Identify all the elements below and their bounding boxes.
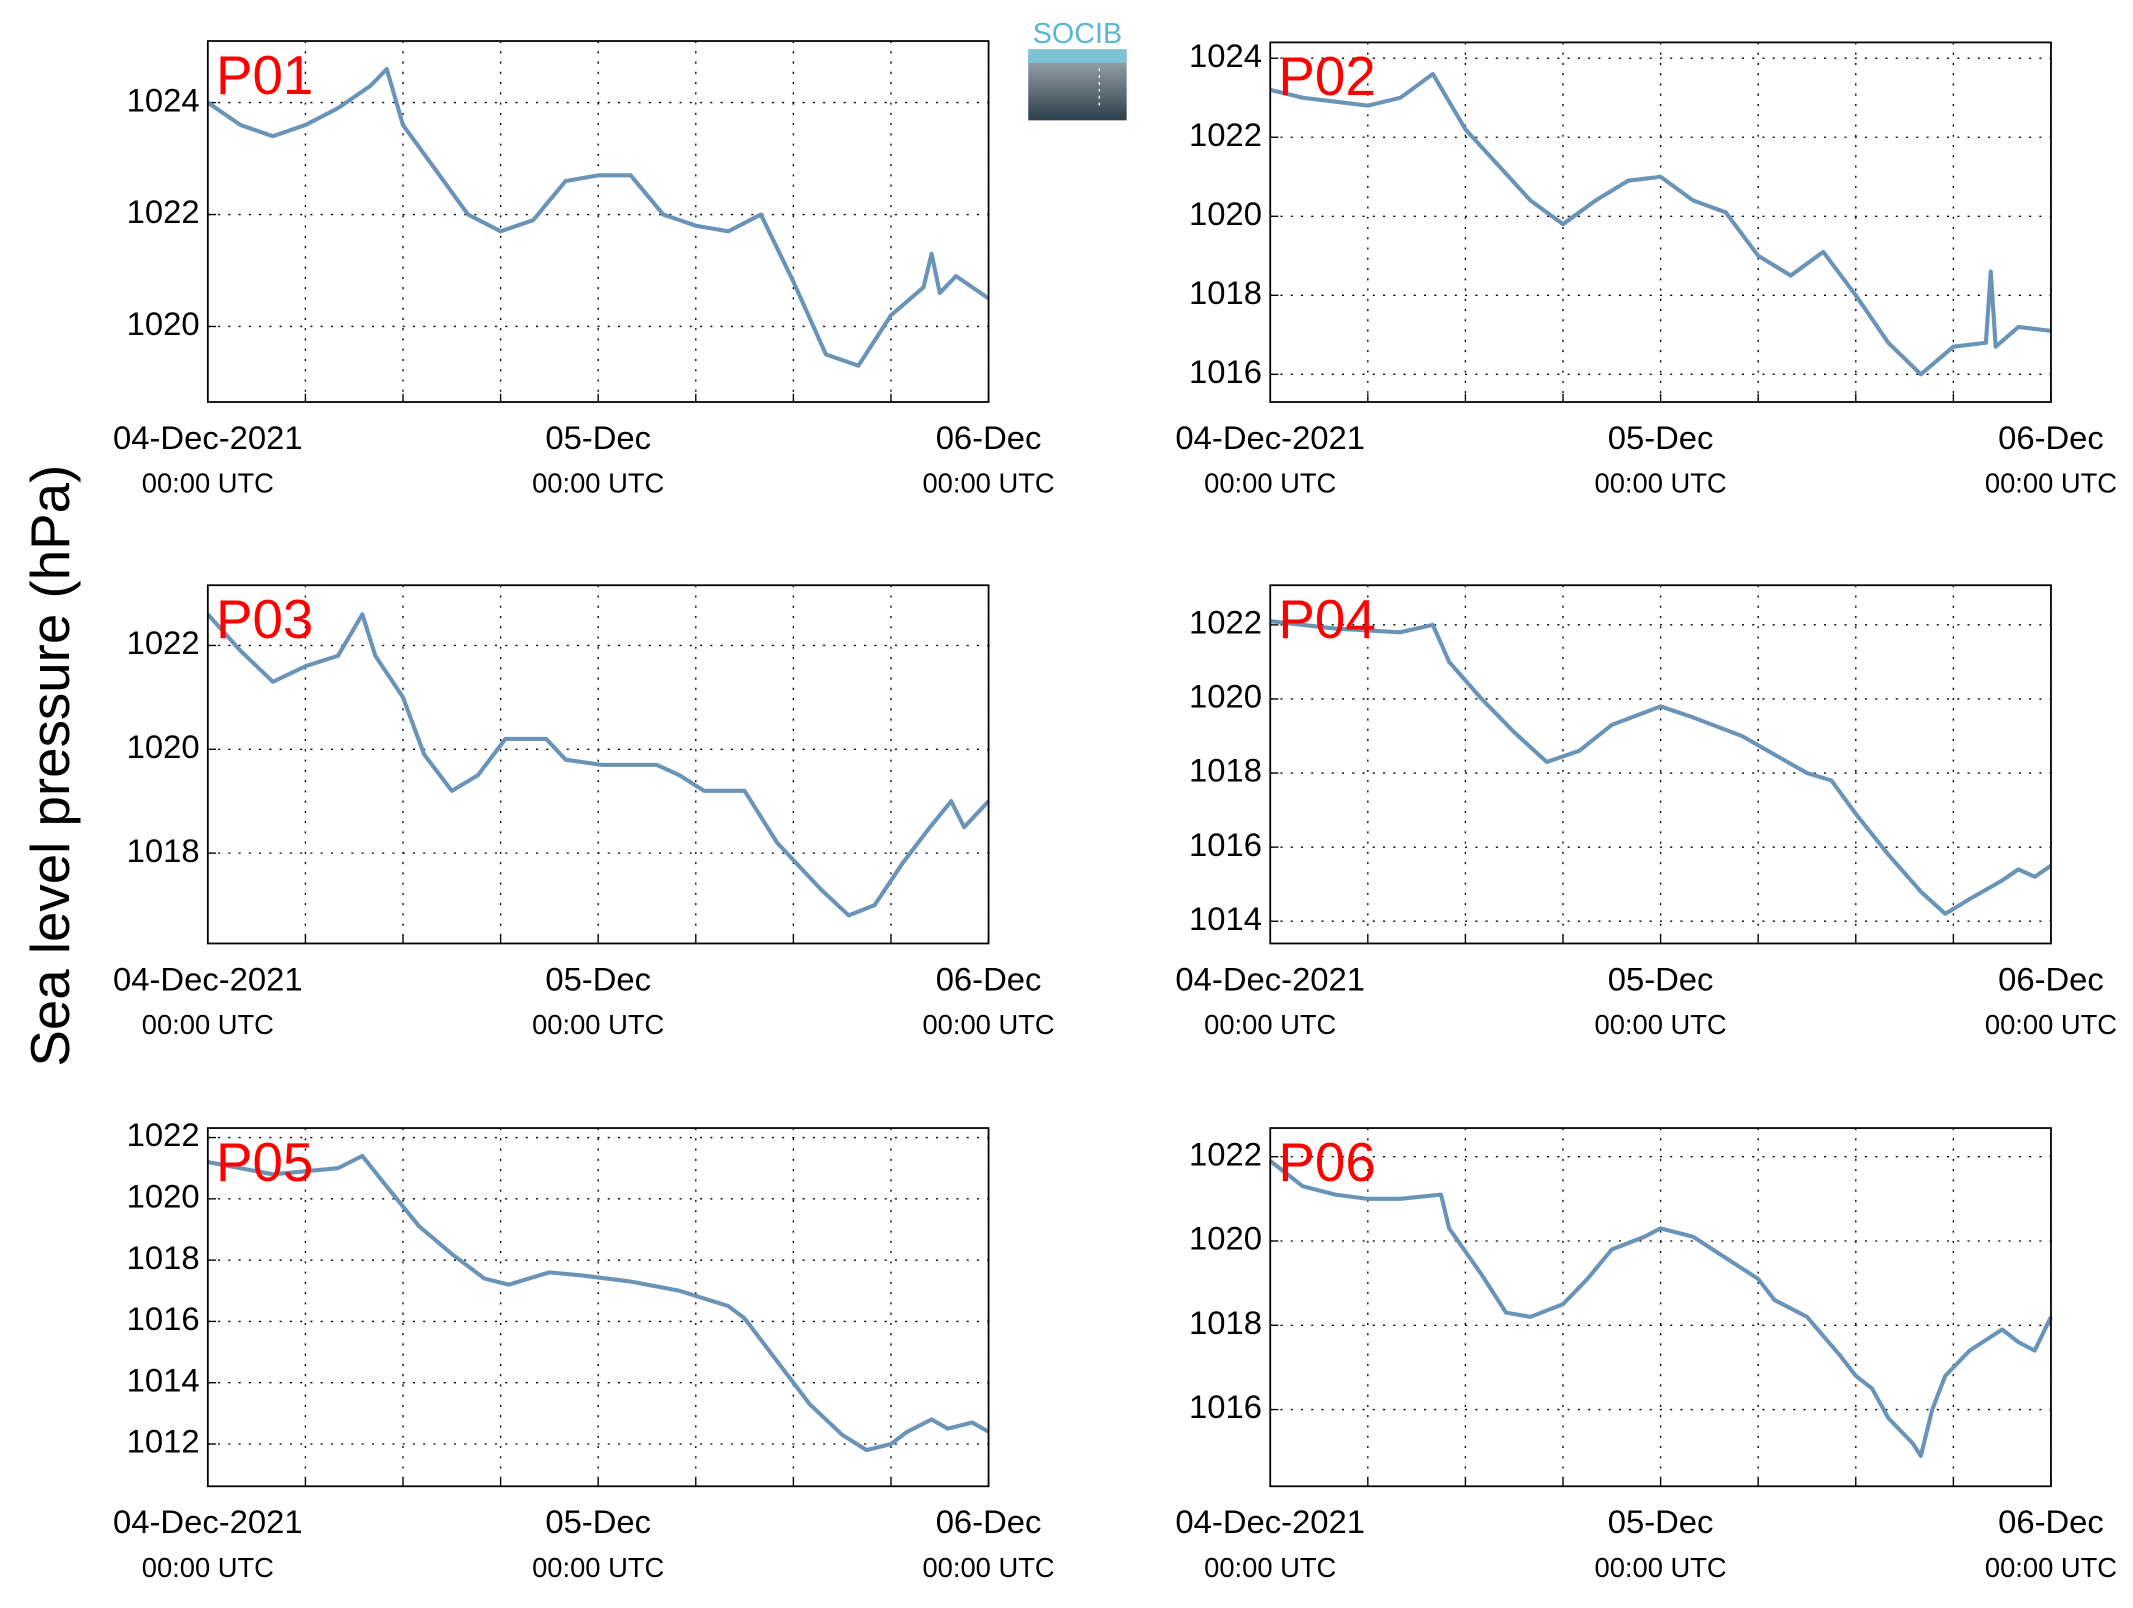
y-tick-label: 1020 bbox=[1189, 1220, 1262, 1257]
panel: 1018 1020 1022 04-Dec-2021 00:00 UTC 05-Dec 00… bbox=[113, 584, 1055, 1040]
y-tick-label: 1016 bbox=[127, 1300, 200, 1337]
x-tick-label: 05-Dec bbox=[545, 960, 651, 997]
x-tick-sublabel: 00:00 UTC bbox=[142, 468, 274, 499]
y-tick-label: 1022 bbox=[1189, 116, 1262, 153]
x-tick-sublabel: 00:00 UTC bbox=[532, 1009, 664, 1040]
x-tick-label: 05-Dec bbox=[1608, 1503, 1714, 1540]
plot-frame bbox=[1269, 41, 2052, 403]
pressure-line bbox=[1269, 71, 2052, 377]
x-tick-label: 06-Dec bbox=[1998, 419, 2104, 456]
y-tick-label: 1016 bbox=[1189, 1388, 1262, 1425]
plot-area bbox=[1270, 1128, 2051, 1487]
x-tick-label: 04-Dec-2021 bbox=[1175, 960, 1365, 997]
pressure-line bbox=[1269, 619, 2053, 916]
y-tick-label: 1020 bbox=[1189, 678, 1262, 715]
plot-frame bbox=[206, 1127, 990, 1488]
x-tick-sublabel: 00:00 UTC bbox=[532, 468, 664, 499]
x-tick-label: 06-Dec bbox=[1998, 1503, 2104, 1540]
x-tick-sublabel: 00:00 UTC bbox=[1595, 1552, 1727, 1583]
x-tick-sublabel: 00:00 UTC bbox=[1204, 468, 1336, 499]
x-tick-sublabel: 00:00 UTC bbox=[1204, 1009, 1336, 1040]
y-tick-label: 1014 bbox=[127, 1361, 200, 1398]
x-tick-sublabel: 00:00 UTC bbox=[922, 1009, 1054, 1040]
panel: 1020 1022 1024 04-Dec-2021 00:00 UTC 05-Dec 00… bbox=[113, 40, 1055, 499]
x-tick-sublabel: 00:00 UTC bbox=[1595, 1009, 1727, 1040]
y-tick-label: 1020 bbox=[127, 1178, 200, 1215]
x-tick-label: 04-Dec-2021 bbox=[1175, 1503, 1365, 1540]
x-tick-label: 05-Dec bbox=[1608, 960, 1714, 997]
y-tick-label: 1016 bbox=[1189, 353, 1262, 390]
x-tick-label: 04-Dec-2021 bbox=[113, 960, 303, 997]
y-tick-label: 1014 bbox=[1189, 900, 1262, 937]
y-tick-label: 1024 bbox=[1189, 37, 1262, 74]
panel-title: P05 bbox=[216, 1131, 313, 1193]
x-tick-sublabel: 00:00 UTC bbox=[532, 1552, 664, 1583]
panel: 1016 1018 1020 1022 04-Dec-2021 00:00 UTC 05-D… bbox=[1175, 1127, 2117, 1583]
panel: 1012 1014 1016 1018 1020 1022 04-Dec-2021 00:00… bbox=[113, 1116, 1055, 1583]
x-tick-sublabel: 00:00 UTC bbox=[1985, 1552, 2117, 1583]
y-tick-label: 1018 bbox=[127, 832, 200, 869]
y-tick-label: 1012 bbox=[127, 1423, 200, 1460]
y-tick-label: 1018 bbox=[127, 1239, 200, 1276]
plot-frame bbox=[1269, 584, 2052, 945]
x-tick-label: 06-Dec bbox=[1998, 960, 2104, 997]
pressure-line bbox=[206, 66, 990, 368]
logo: SOCIB bbox=[1028, 18, 1127, 121]
panel-title: P03 bbox=[216, 588, 313, 650]
x-tick-label: 04-Dec-2021 bbox=[1175, 419, 1365, 456]
x-tick-label: 04-Dec-2021 bbox=[113, 1503, 303, 1540]
x-tick-label: 05-Dec bbox=[545, 419, 651, 456]
y-tick-label: 1022 bbox=[127, 624, 200, 661]
x-tick-label: 06-Dec bbox=[936, 419, 1042, 456]
plot-area bbox=[1270, 585, 2051, 944]
x-tick-sublabel: 00:00 UTC bbox=[922, 468, 1054, 499]
plot-frame bbox=[206, 584, 990, 945]
x-tick-label: 06-Dec bbox=[936, 1503, 1042, 1540]
y-axis-label: Sea level pressure (hPa) bbox=[19, 465, 81, 1067]
panel-title: P06 bbox=[1278, 1131, 1375, 1193]
x-tick-sublabel: 00:00 UTC bbox=[1985, 1009, 2117, 1040]
y-tick-label: 1018 bbox=[1189, 1304, 1262, 1341]
pressure-line bbox=[206, 612, 991, 918]
x-tick-sublabel: 00:00 UTC bbox=[1204, 1552, 1336, 1583]
y-tick-label: 1020 bbox=[1189, 195, 1262, 232]
pressure-line bbox=[207, 1153, 990, 1453]
panel: 1014 1016 1018 1020 1022 04-Dec-2021 00:00 UTC… bbox=[1175, 584, 2117, 1040]
x-tick-sublabel: 00:00 UTC bbox=[1595, 468, 1727, 499]
x-tick-label: 05-Dec bbox=[1608, 419, 1714, 456]
logo-wave bbox=[1028, 49, 1127, 63]
y-tick-label: 1020 bbox=[127, 305, 200, 342]
plot-frame bbox=[206, 40, 990, 403]
x-tick-label: 04-Dec-2021 bbox=[113, 419, 303, 456]
y-tick-label: 1018 bbox=[1189, 752, 1262, 789]
x-tick-sublabel: 00:00 UTC bbox=[142, 1009, 274, 1040]
x-tick-sublabel: 00:00 UTC bbox=[922, 1552, 1054, 1583]
panel-title: P04 bbox=[1278, 588, 1375, 650]
y-tick-label: 1018 bbox=[1189, 274, 1262, 311]
y-tick-label: 1020 bbox=[127, 728, 200, 765]
plot-area bbox=[1270, 42, 2051, 403]
x-tick-label: 06-Dec bbox=[936, 960, 1042, 997]
x-tick-label: 05-Dec bbox=[545, 1503, 651, 1540]
x-tick-sublabel: 00:00 UTC bbox=[142, 1552, 274, 1583]
x-tick-sublabel: 00:00 UTC bbox=[1985, 468, 2117, 499]
logo-text: SOCIB bbox=[1033, 18, 1122, 50]
plot-area bbox=[207, 1128, 989, 1487]
y-tick-label: 1016 bbox=[1189, 826, 1262, 863]
y-tick-label: 1022 bbox=[1189, 604, 1262, 641]
y-tick-label: 1022 bbox=[127, 1116, 200, 1153]
plot-frame bbox=[1269, 1127, 2052, 1488]
panel: 1016 1018 1020 1022 1024 04-Dec-2021 00:00 UTC… bbox=[1175, 37, 2117, 499]
y-tick-label: 1022 bbox=[1189, 1135, 1262, 1172]
y-tick-label: 1022 bbox=[127, 193, 200, 230]
y-tick-label: 1024 bbox=[127, 81, 200, 118]
plot-area bbox=[207, 41, 989, 403]
panel-title: P01 bbox=[216, 44, 313, 106]
panel-title: P02 bbox=[1278, 45, 1375, 107]
pressure-line bbox=[1268, 1159, 2053, 1458]
